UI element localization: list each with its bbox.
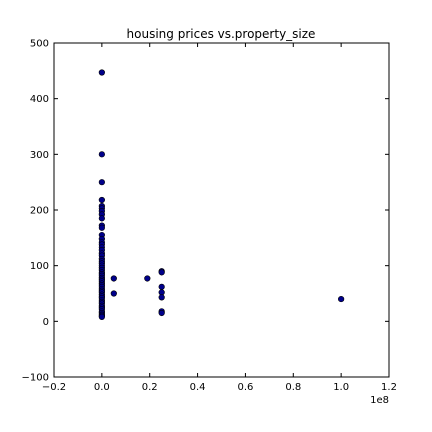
data-point (158, 283, 165, 290)
points-layer (98, 69, 345, 320)
x-tick-label: 0.6 (237, 382, 253, 393)
y-tick-label: 100 (30, 261, 49, 272)
data-point (98, 215, 105, 222)
y-tick-label: 400 (30, 94, 49, 105)
x-tick-label: 0.8 (285, 382, 301, 393)
chart-title: housing prices vs.property_size (127, 27, 316, 41)
x-tick-label: 0.4 (190, 382, 206, 393)
x-tick-label: 1.0 (333, 382, 349, 393)
data-point (98, 224, 105, 231)
y-tick-label: 500 (30, 39, 49, 50)
data-point (98, 313, 105, 320)
data-point (158, 309, 165, 317)
data-point (98, 196, 105, 204)
data-point (338, 295, 345, 303)
data-point (158, 294, 165, 301)
x-axis-offset-label: 1e8 (370, 395, 389, 406)
data-point (158, 269, 165, 276)
data-point (98, 69, 105, 76)
data-point (110, 275, 117, 282)
y-tick-label: −100 (22, 373, 49, 384)
x-tick-label: −0.2 (42, 382, 66, 393)
data-point (144, 275, 151, 282)
y-tick-label: 200 (30, 206, 49, 217)
y-tick-label: 300 (30, 150, 49, 161)
x-tick-label: 1.2 (381, 382, 397, 393)
x-tick-label: 0.2 (142, 382, 158, 393)
data-point (110, 290, 117, 297)
data-point (98, 151, 105, 158)
data-point (98, 179, 105, 186)
y-tick-label: 0 (43, 317, 49, 328)
axes-layer: −0.2 0.0 0.2 0.4 0.6 0.8 1.0 1.2 −100 0 100 200 300 4… (22, 39, 397, 394)
x-tick-label: 0.0 (94, 382, 110, 393)
